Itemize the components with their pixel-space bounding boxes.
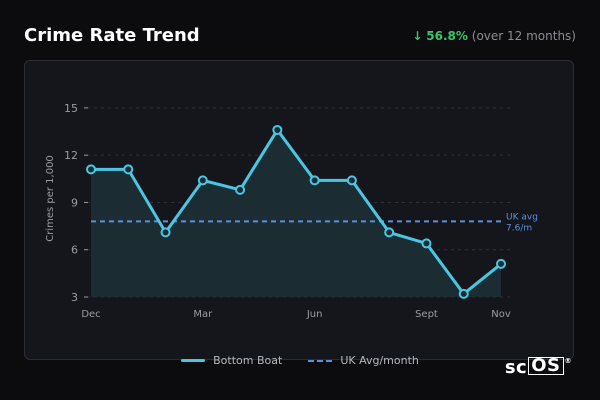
legend-solid-line-icon [181, 359, 206, 362]
trend-period: (over 12 months) [471, 29, 576, 43]
legend-reference-label: UK Avg/month [340, 354, 419, 367]
y-tick-label: 12 [64, 149, 78, 162]
data-point [421, 238, 432, 249]
logo-box-text: OS [528, 357, 564, 375]
logo-text: sc [504, 357, 528, 378]
data-point [197, 175, 208, 186]
data-point [86, 164, 96, 175]
trend-summary: ↓ 56.8% (over 12 months) [412, 29, 576, 43]
series-line [91, 128, 502, 296]
brand-logo: sc OS ® [504, 357, 572, 379]
x-tick-label: Dec [81, 309, 100, 320]
chart-title: Crime Rate Trend [24, 25, 200, 46]
data-point [458, 288, 469, 299]
y-tick-label: 15 [64, 102, 78, 115]
data-point [235, 184, 246, 195]
trend-arrow-icon: ↓ [412, 29, 423, 43]
y-tick-label: 3 [71, 291, 78, 304]
data-point [160, 227, 171, 238]
series-area-fill [91, 129, 501, 297]
reference-annotation: UK avg [506, 212, 538, 222]
legend-series-label: Bottom Boat [213, 354, 283, 367]
data-point [309, 175, 320, 186]
x-tick-label: Sept [415, 309, 438, 320]
legend-dashed-line-icon [308, 359, 333, 362]
data-point [496, 258, 506, 269]
trend-percentage: 56.8% [426, 29, 468, 43]
y-axis-label: Crimes per 1,000 [45, 155, 56, 242]
legend-item-reference[interactable]: UK Avg/month [308, 354, 419, 367]
reference-annotation: 7.6/m [506, 223, 532, 233]
x-tick-label: Nov [491, 309, 511, 320]
y-tick-label: 9 [71, 196, 78, 209]
chart-legend: Bottom Boat UK Avg/month [0, 354, 600, 367]
y-tick-label: 6 [71, 244, 78, 257]
logo-registered-mark: ® [564, 357, 572, 365]
x-tick-label: Mar [193, 309, 213, 320]
data-point [123, 164, 134, 175]
data-point [384, 227, 395, 238]
data-point [346, 175, 357, 186]
x-tick-label: Jun [306, 309, 323, 320]
data-point [272, 124, 283, 135]
legend-item-series[interactable]: Bottom Boat [181, 354, 282, 367]
